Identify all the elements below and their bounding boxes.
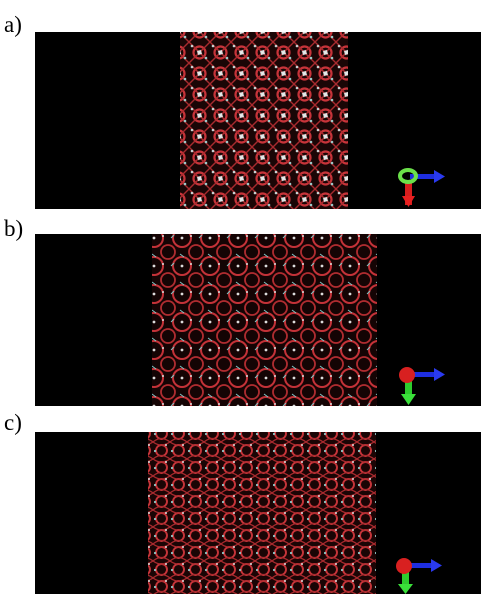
molecular-render xyxy=(148,432,376,594)
molecular-render xyxy=(180,32,348,209)
panel-label: a) xyxy=(4,12,22,37)
page: a) b) c) (() => { const data = JSON.pars… xyxy=(0,0,481,594)
molecular-render xyxy=(152,234,377,406)
figure: a) b) c) xyxy=(0,0,481,594)
panel-label: b) xyxy=(4,216,23,241)
panel-label: c) xyxy=(4,410,22,435)
